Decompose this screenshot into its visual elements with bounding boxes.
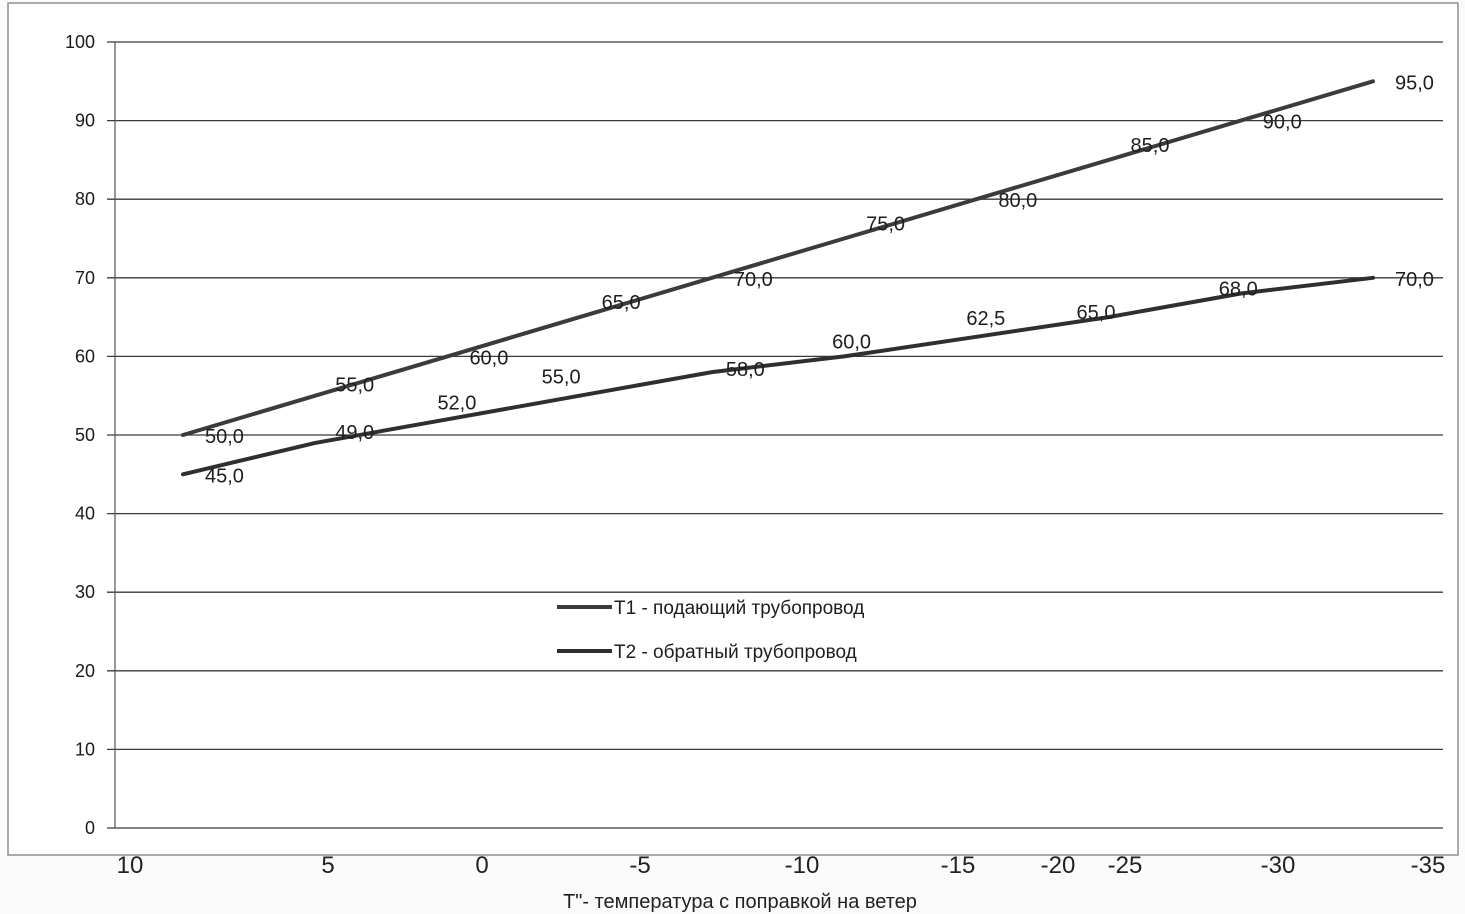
- x-tick-label: -15: [941, 852, 976, 879]
- data-label: 90,0: [1263, 112, 1302, 134]
- y-tick-label: 60: [75, 346, 95, 366]
- data-label: 60,0: [469, 347, 508, 369]
- data-label: 85,0: [1131, 135, 1170, 157]
- data-label: 55,0: [335, 375, 374, 397]
- data-label: 95,0: [1395, 72, 1434, 94]
- y-tick-label: 0: [85, 818, 95, 838]
- y-tick-label: 40: [75, 504, 95, 524]
- data-label: 62,5: [966, 308, 1005, 330]
- x-tick-label: -10: [785, 852, 820, 879]
- data-label: 75,0: [866, 214, 905, 236]
- x-tick-label: -5: [629, 852, 650, 879]
- data-label: 55,0: [542, 367, 581, 389]
- data-label: 58,0: [726, 359, 765, 381]
- x-axis-title: Т"- температура с поправкой на ветер: [563, 891, 917, 913]
- y-tick-label: 80: [75, 189, 95, 209]
- y-tick-label: 100: [65, 32, 95, 52]
- x-tick-labels: 10 5 0 -5 -10 -15 -20 -25 -30 -35: [117, 852, 1446, 879]
- legend-label: Т2 - обратный трубопровод: [614, 642, 857, 663]
- y-tick-label: 30: [75, 582, 95, 602]
- data-label: 70,0: [734, 269, 773, 291]
- x-tick-label: 0: [475, 852, 488, 879]
- data-label: 65,0: [1077, 302, 1116, 324]
- x-tick-label: -25: [1108, 852, 1143, 879]
- y-tick-label: 50: [75, 425, 95, 445]
- x-tick-label: 5: [321, 852, 334, 879]
- data-label: 68,0: [1219, 279, 1258, 301]
- data-label: 45,0: [205, 465, 244, 487]
- data-label: 52,0: [437, 392, 476, 414]
- y-tick-label: 90: [75, 111, 95, 131]
- y-tick-label: 20: [75, 661, 95, 681]
- data-label: 60,0: [832, 331, 871, 353]
- data-label: 65,0: [602, 292, 641, 314]
- x-tick-label: 10: [117, 852, 144, 879]
- legend-label: Т1 - подающий трубопровод: [614, 598, 864, 619]
- x-tick-label: -35: [1411, 852, 1446, 879]
- data-label: 80,0: [998, 190, 1037, 212]
- y-tick-label: 10: [75, 739, 95, 759]
- data-label: 49,0: [335, 422, 374, 444]
- x-tick-label: -30: [1261, 852, 1296, 879]
- y-tick-label: 70: [75, 268, 95, 288]
- x-tick-label: -20: [1041, 852, 1076, 879]
- data-label: 70,0: [1395, 269, 1434, 291]
- data-label: 50,0: [205, 426, 244, 448]
